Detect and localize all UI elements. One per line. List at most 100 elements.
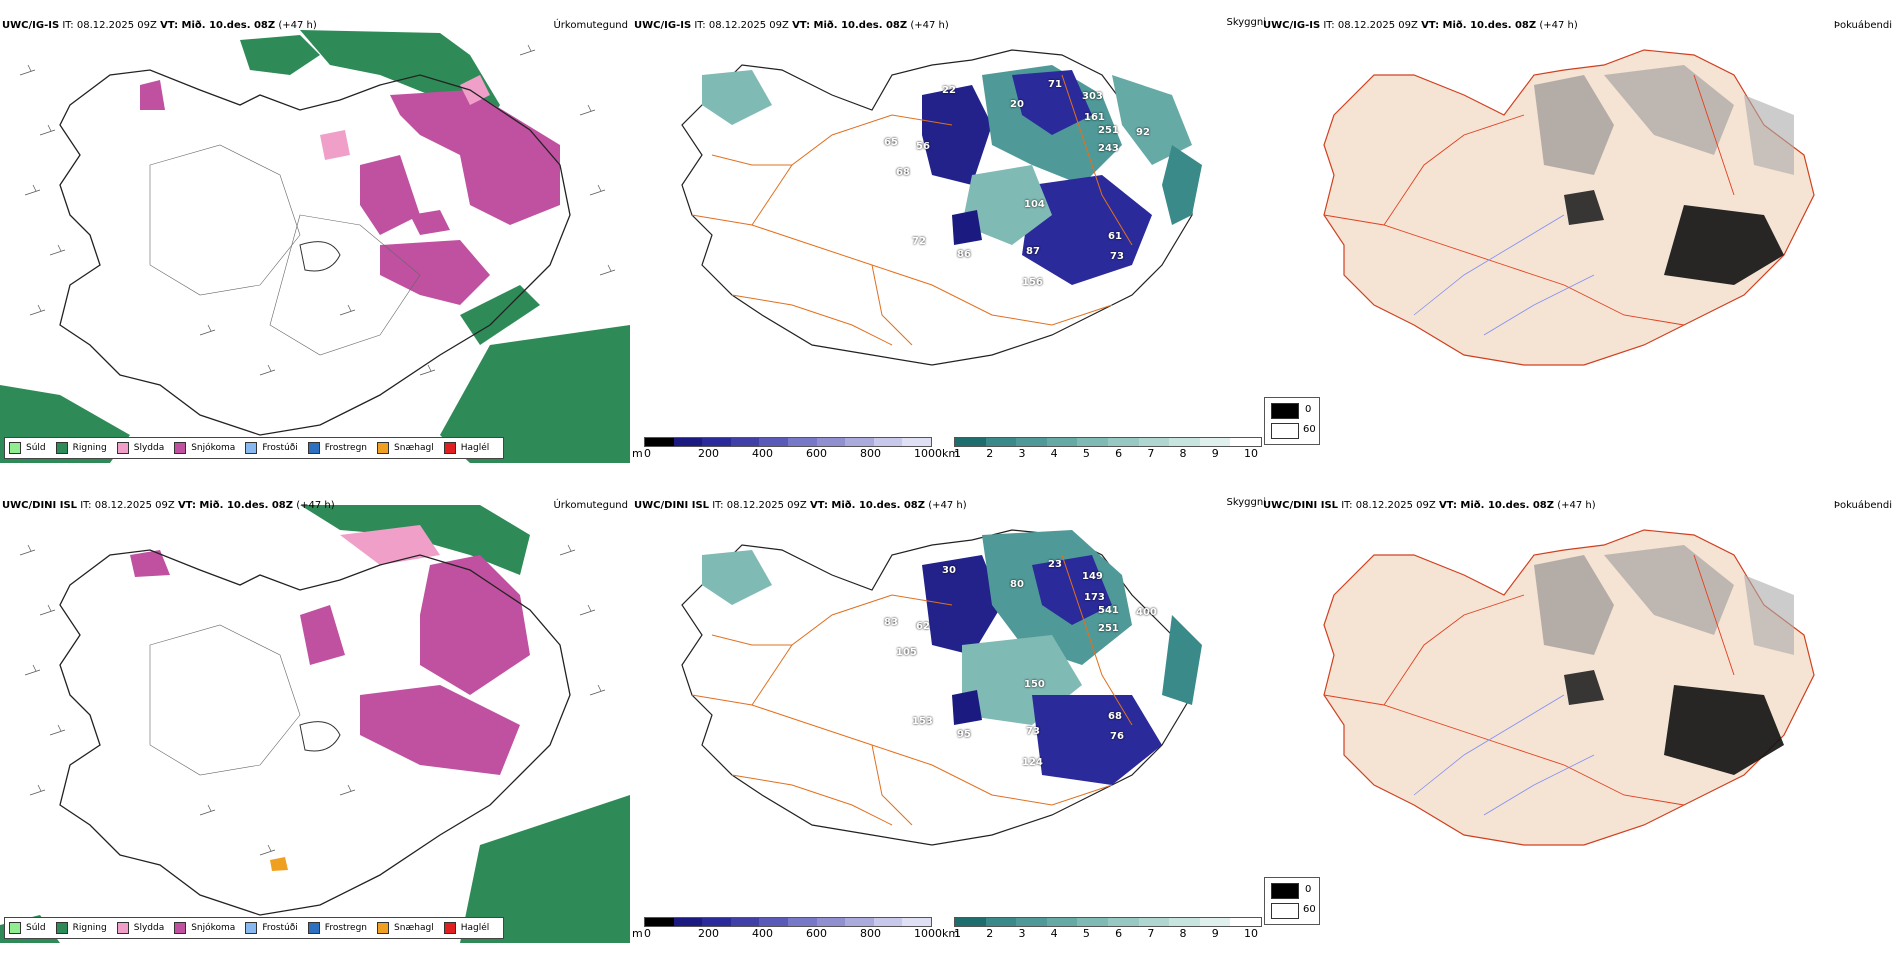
valid-time: VT: Mið. 10.des. 08Z [1438, 500, 1555, 511]
vis-value-label: 71 [1048, 79, 1062, 90]
visibility-header: UWC/IG-IS IT: 08.12.2025 09Z VT: Mið. 10… [634, 20, 949, 31]
scale-tick: 3 [1018, 447, 1026, 460]
scale-unit: km [942, 927, 960, 940]
lead-time: (+47 h) [1539, 20, 1578, 31]
scale-swatch [787, 918, 817, 926]
scale-swatch [955, 918, 986, 926]
valid-time: VT: Mið. 10.des. 08Z [160, 20, 276, 31]
vis-value-label: 73 [1026, 726, 1040, 737]
scale-swatch [1046, 918, 1078, 926]
lead-time: (+47 h) [910, 20, 949, 31]
visibility-panel-bottom: UWC/DINI ISL IT: 08.12.2025 09Z VT: Mið.… [632, 495, 1266, 960]
scale-swatch [702, 438, 731, 446]
scale-tick: 800 [860, 447, 881, 460]
vis-value-label: 303 [1082, 91, 1103, 102]
legend-item: Haglél [443, 922, 489, 934]
vis-value-label: 153 [912, 716, 933, 727]
vis-value-label: 72 [912, 236, 926, 247]
precip-legend-top: Súld Rigning Slydda Snjókoma Frostúði Fr… [4, 437, 505, 459]
vis-value-label: 124 [1022, 757, 1043, 768]
lead-time: (+47 h) [296, 500, 335, 511]
scale-tick: 10 [1244, 927, 1258, 940]
vis-value-label: 105 [896, 647, 917, 658]
vis-value-label: 173 [1084, 592, 1105, 603]
precip-map-bottom [0, 495, 630, 945]
vis-value-label: 541 [1098, 605, 1119, 616]
scale-tick: 1000 [914, 927, 942, 940]
scale-swatch [816, 918, 846, 926]
scale-tick: 800 [860, 927, 881, 940]
vis-scale-km-top: km 1 2 3 4 5 6 7 8 9 10 [942, 437, 1262, 473]
scale-tick: 4 [1050, 927, 1058, 940]
scale-swatch [845, 438, 874, 446]
precip-title: Úrkomutegund [553, 500, 628, 511]
fog-header: UWC/IG-IS IT: 08.12.2025 09Z VT: Mið. 10… [1263, 20, 1578, 31]
init-time: IT: 08.12.2025 09Z [694, 20, 789, 31]
scale-swatch [645, 438, 674, 446]
model-label: UWC/DINI ISL [2, 500, 78, 511]
vis-value-label: 22 [942, 85, 956, 96]
lead-time: (+47 h) [928, 500, 967, 511]
scale-swatch [673, 918, 703, 926]
scale-swatch [955, 438, 986, 446]
vis-value-label: 149 [1082, 571, 1103, 582]
scale-swatch [1199, 918, 1231, 926]
fog-panel-top: UWC/IG-IS IT: 08.12.2025 09Z VT: Mið. 10… [1263, 15, 1894, 480]
scale-tick: 4 [1050, 447, 1058, 460]
init-time: IT: 08.12.2025 09Z [1323, 20, 1418, 31]
scale-tick: 1000 [914, 447, 942, 460]
scale-swatch [730, 918, 760, 926]
scale-tick: 200 [698, 447, 719, 460]
scale-swatch [1107, 918, 1139, 926]
vis-value-label: 83 [884, 617, 898, 628]
scale-tick: 9 [1211, 447, 1219, 460]
scale-swatch [645, 918, 674, 926]
vis-value-label: 76 [1110, 731, 1124, 742]
scale-tick: 600 [806, 447, 827, 460]
legend-item: Frostregn [307, 442, 367, 454]
scale-swatch [1138, 438, 1170, 446]
fog-map-top [1323, 49, 1815, 366]
legend-item: Frostúði [245, 922, 298, 934]
precip-panel-top: UWC/IG-IS IT: 08.12.2025 09Z VT: Mið. 10… [0, 15, 630, 480]
vis-value-label: 104 [1024, 199, 1045, 210]
visibility-header: UWC/DINI ISL IT: 08.12.2025 09Z VT: Mið.… [634, 500, 967, 511]
vis-value-label: 243 [1098, 143, 1119, 154]
scale-swatch [1230, 438, 1261, 446]
vis-value-label: 30 [942, 565, 956, 576]
scale-tick: 1 [954, 927, 961, 940]
model-label: UWC/DINI ISL [1263, 500, 1339, 511]
fog-legend-bottom: 0 60 [1264, 877, 1320, 925]
scale-swatch [1077, 918, 1108, 926]
vis-value-label: 80 [1010, 579, 1024, 590]
precip-title: Úrkomutegund [553, 20, 628, 31]
fog-title: Þokuábendi [1833, 20, 1892, 31]
fog-map-bottom [1323, 529, 1815, 846]
scale-tick: 600 [806, 927, 827, 940]
scale-swatch [702, 918, 731, 926]
valid-time: VT: Mið. 10.des. 08Z [1421, 20, 1537, 31]
scale-swatch [1199, 438, 1231, 446]
vis-value-label: 95 [957, 729, 971, 740]
scale-swatch [1077, 438, 1108, 446]
visibility-map-top [681, 49, 1202, 366]
model-label: UWC/IG-IS [1263, 20, 1321, 31]
legend-item: Snjókoma [174, 922, 235, 934]
vis-value-label: 68 [896, 167, 910, 178]
model-label: UWC/IG-IS [2, 20, 60, 31]
vis-value-label: 251 [1098, 623, 1119, 634]
vis-value-label: 62 [916, 621, 930, 632]
scale-swatch [1169, 918, 1200, 926]
legend-item: Súld [9, 442, 46, 454]
scale-swatch [1046, 438, 1078, 446]
scale-swatch [673, 438, 703, 446]
valid-time: VT: Mið. 10.des. 08Z [809, 500, 926, 511]
model-label: UWC/IG-IS [634, 20, 692, 31]
legend-item: Snjókoma [174, 442, 235, 454]
scale-tick: 7 [1147, 447, 1155, 460]
vis-value-label: 65 [884, 137, 898, 148]
scale-tick: 0 [644, 447, 651, 460]
scale-swatch [985, 438, 1017, 446]
scale-tick: 9 [1211, 927, 1219, 940]
visibility-title: Skyggni [1226, 497, 1266, 508]
